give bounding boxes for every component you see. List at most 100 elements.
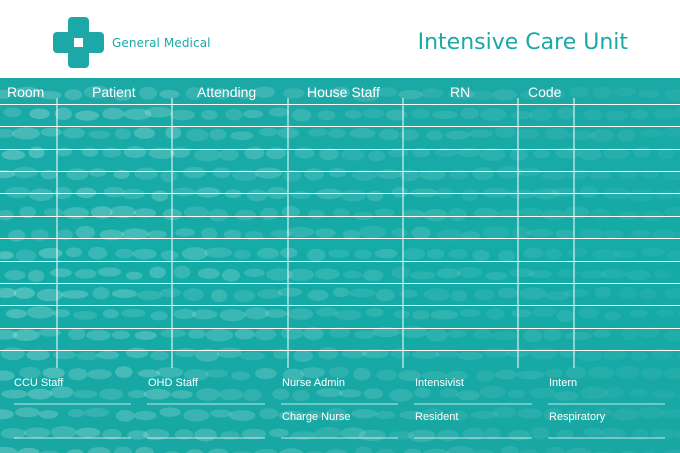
background-dot [362,348,389,359]
background-dot [133,127,156,139]
background-dot [139,86,157,100]
background-dot [354,330,375,339]
page-title: Intensive Care Unit [417,30,628,55]
background-dot [286,226,315,238]
background-dot [211,289,228,302]
background-dot [197,268,220,279]
background-dot [472,167,494,180]
background-dot [479,385,506,399]
background-dot [576,349,603,362]
background-dot [508,268,535,278]
background-dot [436,229,464,241]
background-dot [516,370,545,380]
background-dot [133,410,157,421]
background-dot [677,351,680,360]
background-dot [160,250,179,261]
background-dot [508,189,535,199]
background-dot [201,110,218,120]
background-dot [241,428,267,440]
background-dot [282,368,304,382]
background-dot [579,229,605,239]
background-dot [497,209,520,219]
background-dot [67,408,85,418]
background-dot [462,428,485,441]
background-dot [173,265,191,279]
background-dot [423,209,448,222]
background-dot [604,311,621,321]
background-dot [148,147,175,159]
background-dot [349,128,376,139]
background-dot [482,187,510,198]
background-dot [83,85,111,99]
background-dot [490,331,519,340]
background-dot [102,428,122,440]
background-dot [522,247,544,259]
background-dot [355,446,373,453]
background-dot [75,427,101,438]
background-dot [307,128,328,137]
background-dot [399,169,419,182]
background-dot [125,271,143,280]
background-dot [461,188,479,201]
background-dot [470,410,498,419]
background-dot [590,129,615,142]
background-dot [654,270,672,279]
background-dot [351,408,378,419]
background-dot [0,251,14,260]
background-dot [377,87,398,97]
grid-lines [0,98,680,439]
background-dot [1,149,26,160]
background-dot [187,329,206,339]
background-dot [620,450,637,453]
background-dot [0,128,15,138]
background-dot [600,269,626,279]
background-dot [613,87,637,97]
background-dot [219,309,246,322]
column-header-room: Room [7,84,45,100]
background-dot [74,269,97,279]
background-dot [277,287,303,297]
background-dot [467,90,495,100]
background-dot [376,369,398,381]
background-dot [19,366,41,379]
background-dot [663,330,680,342]
background-dot [0,329,18,340]
background-dot [18,447,40,453]
background-dot [556,429,574,440]
background-dot [531,307,557,318]
background-dot [314,228,336,238]
background-dot [666,250,680,262]
background-dot [663,127,680,137]
background-dot [54,186,72,200]
background-dot [193,148,222,162]
background-dot [73,390,98,399]
background-dot [433,148,459,157]
background-dot [492,406,517,419]
background-dot [127,430,149,440]
background-dot [121,308,146,318]
background-dot [243,268,265,277]
background-dot [287,268,315,282]
background-dot [480,108,507,121]
background-dot [447,446,475,453]
background-dot [240,351,265,361]
background-dot [637,327,660,338]
background-dot [115,366,133,378]
background-dot [270,229,292,238]
background-dot [50,386,74,399]
background-dot [181,247,208,261]
background-dot [457,351,483,360]
background-dot [159,89,180,99]
background-dot [400,326,428,339]
background-dot [544,368,563,378]
brand-name: General Medical [112,36,211,50]
background-dot [254,167,282,179]
background-dot [448,88,476,100]
background-dot [89,168,107,177]
background-dot [543,408,564,421]
background-dot [629,309,648,318]
background-dot [400,129,419,141]
background-dot [287,308,314,320]
background-dot [408,429,436,443]
background-dot [479,148,506,161]
